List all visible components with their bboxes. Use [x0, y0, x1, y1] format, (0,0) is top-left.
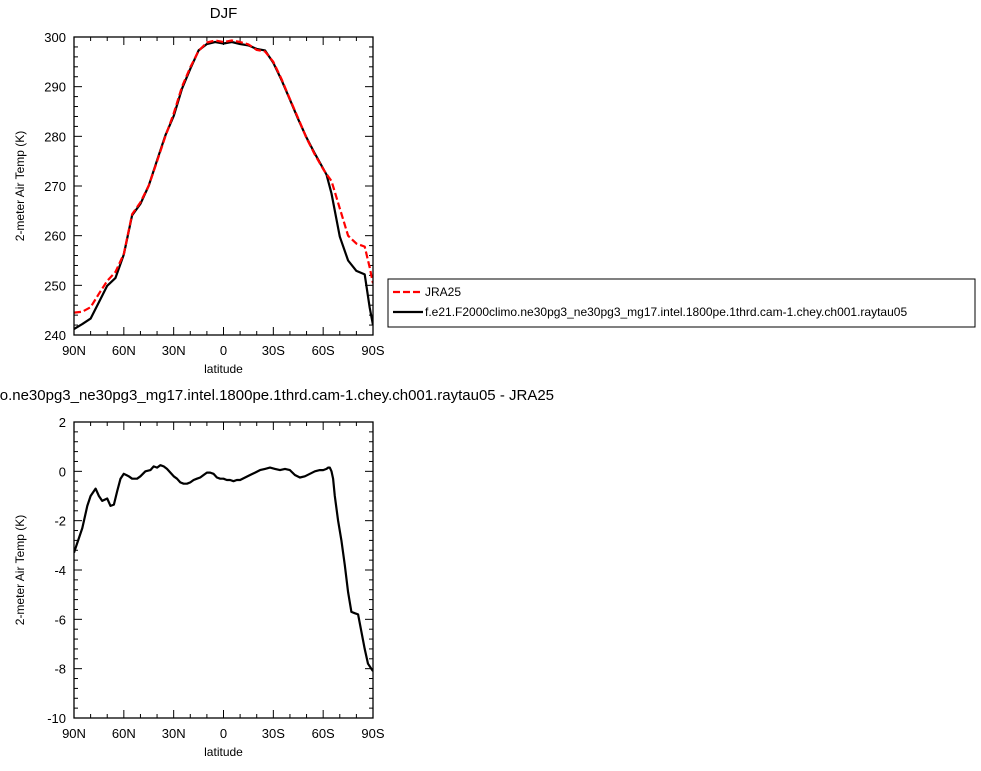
bottom-chart: f.e21.F2000climo.ne30pg3_ne30pg3_mg17.in… [0, 387, 554, 759]
x-axis-label: latitude [204, 745, 243, 759]
chart-title: DJF [210, 5, 238, 22]
top-chart: DJF 90N 60N 30N 0 30S 60S 90S 240 250 260 270 280 290… [13, 5, 385, 376]
y-tick-label: 240 [44, 328, 66, 343]
y-tick-label: 260 [44, 229, 66, 244]
legend-box [387, 278, 976, 328]
x-tick-label: 90N [62, 343, 86, 358]
y-tick-label: 290 [44, 80, 66, 95]
y-tick-label: -4 [54, 563, 66, 578]
y-tick-label: -2 [54, 514, 66, 529]
x-tick-label: 90S [361, 343, 384, 358]
x-tick-label: 60N [112, 726, 136, 741]
y-axis-label: 2-meter Air Temp (K) [13, 131, 27, 241]
x-tick-label: 0 [220, 726, 227, 741]
x-tick-label: 0 [220, 343, 227, 358]
legend-label-0: JRA25 [425, 285, 461, 299]
x-axis-label: latitude [204, 362, 243, 376]
x-tick-label: 30S [262, 343, 285, 358]
y-tick-label: 280 [44, 129, 66, 144]
y-tick-label: 2 [59, 415, 66, 430]
y-tick-label: 270 [44, 179, 66, 194]
x-tick-label: 60S [312, 726, 335, 741]
y-tick-label: 300 [44, 30, 66, 45]
y-tick-label: -10 [47, 711, 66, 726]
x-tick-label: 60N [112, 343, 136, 358]
plot-frame [73, 421, 374, 719]
legend-label-1: f.e21.F2000climo.ne30pg3_ne30pg3_mg17.in… [425, 305, 907, 319]
x-tick-label: 30N [162, 726, 186, 741]
y-tick-label: 250 [44, 278, 66, 293]
series-line-0 [74, 464, 373, 672]
x-tick-label: 60S [312, 343, 335, 358]
chart-title: f.e21.F2000climo.ne30pg3_ne30pg3_mg17.in… [0, 387, 554, 404]
y-axis-label: 2-meter Air Temp (K) [13, 515, 27, 625]
y-tick-label: -6 [54, 612, 66, 627]
top-chart-legend: JRA25 f.e21.F2000climo.ne30pg3_ne30pg3_mg… [387, 278, 976, 328]
series-line-0 [74, 39, 373, 314]
x-tick-label: 30S [262, 726, 285, 741]
x-tick-label: 90N [62, 726, 86, 741]
series-line-1 [74, 40, 373, 330]
x-tick-label: 90S [361, 726, 384, 741]
plot-frame [73, 36, 374, 336]
x-tick-label: 30N [162, 343, 186, 358]
y-tick-label: -8 [54, 662, 66, 677]
y-tick-label: 0 [59, 464, 66, 479]
